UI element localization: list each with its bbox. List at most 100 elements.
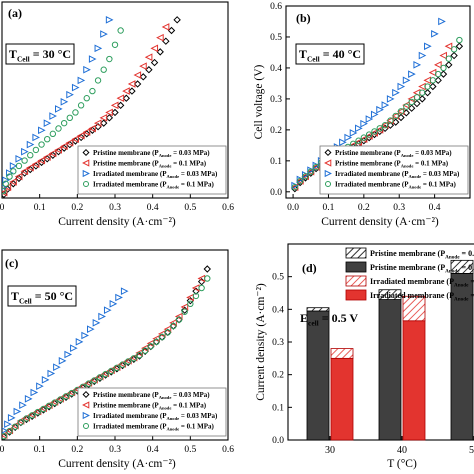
data-point <box>434 61 442 69</box>
data-point <box>156 48 164 56</box>
data-point <box>99 114 108 122</box>
legend-label-2: Irradiated membrane (PAnode = 0.03 MPa) <box>335 170 460 179</box>
data-point <box>423 89 432 97</box>
data-point <box>376 125 383 132</box>
data-point <box>120 287 129 295</box>
data-point <box>307 168 314 175</box>
data-point <box>115 293 123 302</box>
data-point <box>7 414 16 422</box>
data-point <box>2 176 10 184</box>
data-point <box>124 358 132 365</box>
data-point <box>360 119 368 128</box>
y-tick-label: 0.3 <box>272 338 284 348</box>
data-point <box>24 395 33 403</box>
data-point <box>109 300 118 308</box>
data-point <box>58 357 67 365</box>
legend-label-3: Irradiated membrane (PAnode = 0.1 MPa) <box>93 423 214 432</box>
data-point <box>60 142 68 151</box>
series-3 <box>2 275 211 440</box>
data-point <box>122 87 130 95</box>
data-point <box>43 153 51 161</box>
data-point <box>440 64 447 72</box>
data-point <box>9 162 18 170</box>
legend-marker <box>82 390 90 399</box>
data-point <box>170 322 177 330</box>
data-point <box>139 73 147 81</box>
x-tick-label: 0.2 <box>71 203 83 213</box>
data-point <box>17 419 25 426</box>
data-point <box>296 177 304 185</box>
x-tick-label: 0.1 <box>323 203 335 213</box>
data-point <box>70 344 78 352</box>
data-point <box>94 77 102 84</box>
data-point <box>49 112 57 120</box>
data-point <box>162 37 170 45</box>
legend-label-2: Irradiated membrane (PAnode = 0.1 MPa) <box>370 277 474 288</box>
x-tick-label: 0.2 <box>358 203 370 213</box>
data-point <box>147 343 154 350</box>
legend-marker <box>82 411 90 420</box>
bar-solid <box>378 299 402 441</box>
legend-marker <box>324 148 332 157</box>
legend-marker <box>324 169 332 178</box>
data-point <box>122 94 131 102</box>
data-point <box>302 173 309 180</box>
data-point <box>19 401 27 409</box>
data-point <box>88 55 97 63</box>
data-point <box>431 30 439 38</box>
data-point <box>418 82 426 91</box>
x-tick-label: 0.1 <box>34 203 46 213</box>
data-point <box>153 338 160 346</box>
data-point <box>344 133 353 142</box>
data-point <box>392 88 400 97</box>
panel-c: (c) 0 0.1 0.2 0.3 0.4 0.5 0.6 Current density (A… <box>0 249 234 470</box>
legend: Pristine membrane (PAnode = 0.03 MPa) Pri… <box>77 387 227 437</box>
panel-label: (c) <box>5 256 18 270</box>
data-point <box>110 101 119 110</box>
data-point <box>402 76 411 85</box>
data-point <box>429 82 437 91</box>
y-axis-label: Current density (A·cm⁻²) <box>255 283 267 401</box>
data-point <box>92 319 101 327</box>
data-point <box>81 331 89 340</box>
legend-box <box>77 387 227 437</box>
legend-swatch <box>345 289 367 301</box>
data-point <box>72 109 79 116</box>
y-tick-label: 0.4 <box>270 64 282 74</box>
legend-label-2: Irradiated membrane (PAnode = 0.03 MPa) <box>93 170 218 179</box>
data-point <box>55 125 62 132</box>
data-point <box>102 370 109 378</box>
legend: Pristine membrane (PAnode = 0.1 MPa) Pris… <box>345 247 474 302</box>
legend-swatch <box>345 275 367 287</box>
data-point <box>71 83 80 92</box>
legend-marker <box>324 159 332 167</box>
data-point <box>94 44 103 53</box>
legend-label-0: Pristine membrane (PAnode = 0.03 MPa) <box>93 391 210 400</box>
data-point <box>111 41 119 48</box>
data-point <box>161 23 170 31</box>
data-point <box>37 156 46 165</box>
data-point <box>2 184 8 190</box>
data-point <box>141 344 149 352</box>
data-point <box>164 329 171 336</box>
legend-label-0: Pristine membrane (PAnode = 0.03 MPa) <box>93 149 210 158</box>
data-point <box>83 95 90 102</box>
legend-label-1: Pristine membrane (PAnode = 0.1 MPa) <box>335 160 449 169</box>
annotation-text: TCell = 50 °C <box>11 289 73 306</box>
data-point <box>64 350 73 359</box>
data-point <box>30 388 39 397</box>
data-point <box>40 405 47 413</box>
data-point <box>96 374 104 381</box>
data-point <box>15 154 24 163</box>
data-point <box>11 423 19 430</box>
data-point <box>139 62 147 70</box>
data-point <box>9 178 17 186</box>
legend-box <box>319 145 469 195</box>
data-point <box>180 303 189 311</box>
bar-solid <box>330 357 354 441</box>
x-tick-label: 0.4 <box>147 203 159 213</box>
data-point <box>36 382 44 390</box>
data-point <box>2 187 7 195</box>
data-point <box>66 90 74 99</box>
data-point <box>141 347 149 354</box>
